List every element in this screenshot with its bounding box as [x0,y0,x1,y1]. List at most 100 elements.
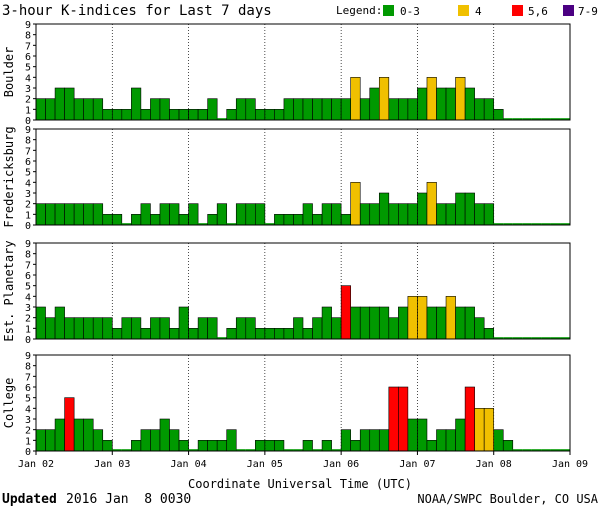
y-tick-label: 7 [25,146,31,157]
y-tick-label: 4 [25,292,31,303]
y-tick-label: 0 [25,221,31,232]
k-index-bar [331,98,342,121]
k-index-bar [407,418,418,452]
legend-item-7-9: 7-9 [578,5,598,18]
k-index-bar [255,328,266,340]
k-index-bar [378,306,390,340]
k-index-bar [350,440,361,452]
k-index-bar [35,306,46,340]
k-index-bar [474,98,485,121]
k-index-bar [255,109,266,121]
k-index-bar [331,203,342,226]
legend-swatch-5-6 [512,5,523,16]
k-index-bar [483,408,495,452]
panels: 0123456789Boulder0123456789Fredericksbur… [2,20,571,458]
legend-swatch-4 [458,5,469,16]
k-index-bar [436,306,447,340]
k-index-bar [169,328,180,340]
k-index-bar [64,87,75,121]
y-tick-label: 8 [25,136,31,147]
panel-label: Fredericksburg [2,126,16,227]
k-index-bar [293,317,304,340]
k-index-bar [455,306,466,340]
y-tick-label: 6 [25,271,31,282]
k-index-bar [388,386,399,452]
credit: NOAA/SWPC Boulder, CO USA [417,492,598,506]
k-index-bar [235,98,247,121]
panel-frame [35,128,571,226]
k-index-bar [359,203,371,226]
k-index-bar [312,317,323,340]
k-index-bar [102,109,113,121]
k-index-bar [274,440,285,452]
y-tick-label: 8 [25,362,31,373]
k-index-bar [216,440,228,452]
k-index-bar [131,317,142,340]
k-index-bar [159,418,170,452]
k-index-bar [417,87,428,121]
k-index-bar [54,87,65,121]
k-index-bar [264,109,275,121]
k-index-bar [302,328,313,340]
y-tick-label: 4 [25,178,31,189]
k-index-bar [302,203,313,226]
k-index-bar [188,203,199,226]
legend-item-4: 4 [475,5,482,18]
y-tick-label: 3 [25,84,31,95]
k-index-bar [159,317,170,340]
k-index-bar [331,317,342,340]
k-index-bar [378,429,390,452]
k-index-bar [111,328,123,340]
y-tick-label: 7 [25,372,31,383]
x-axis: Jan 02 Jan 03 Jan 04 Jan 05 Jan 06 Jan 07 Jan … [18,451,588,470]
k-index-bar [226,109,237,121]
x-tick-label: Jan 02 [18,459,54,470]
k-index-bar [321,306,332,340]
k-index-bar [388,98,399,121]
k-index-bar [455,192,466,226]
k-index-bar [54,418,65,452]
k-index-bar [417,192,428,226]
y-tick-label: 3 [25,303,31,314]
k-index-bar [35,429,46,452]
x-axis-label: Coordinate Universal Time (UTC) [188,477,412,491]
k-index-bar [398,306,409,340]
k-index-bar [169,203,180,226]
y-tick-label: 1 [25,324,31,335]
k-index-bar [445,87,456,121]
k-index-bar [245,98,256,121]
y-tick-label: 0 [25,116,31,127]
k-index-bar [350,182,361,226]
k-index-bar [111,214,123,226]
k-index-bar [207,214,218,226]
k-index-bar [302,440,313,452]
y-tick-label: 4 [25,404,31,415]
y-tick-label: 5 [25,63,31,74]
y-tick-label: 4 [25,73,31,84]
k-index-bar [340,285,351,340]
k-index-bar [121,109,132,121]
k-index-bar [140,109,151,121]
k-index-bar [188,109,199,121]
k-index-bar [150,317,161,340]
k-index-bar [45,203,56,226]
k-index-bar [111,109,123,121]
k-index-bar [45,429,56,452]
k-index-bar [464,306,475,340]
k-index-bar [102,317,113,340]
k-index-bar [169,429,180,452]
k-index-bar [35,98,46,121]
k-index-bar [197,109,208,121]
k-index-bar [207,317,218,340]
k-index-bar [274,109,285,121]
k-index-bar [83,317,94,340]
panel-frame [35,242,571,340]
k-index-bar [264,440,275,452]
k-index-bar [302,98,313,121]
x-tick-label: Jan 06 [323,459,359,470]
k-index-bar [264,328,275,340]
k-index-bar [283,98,294,121]
